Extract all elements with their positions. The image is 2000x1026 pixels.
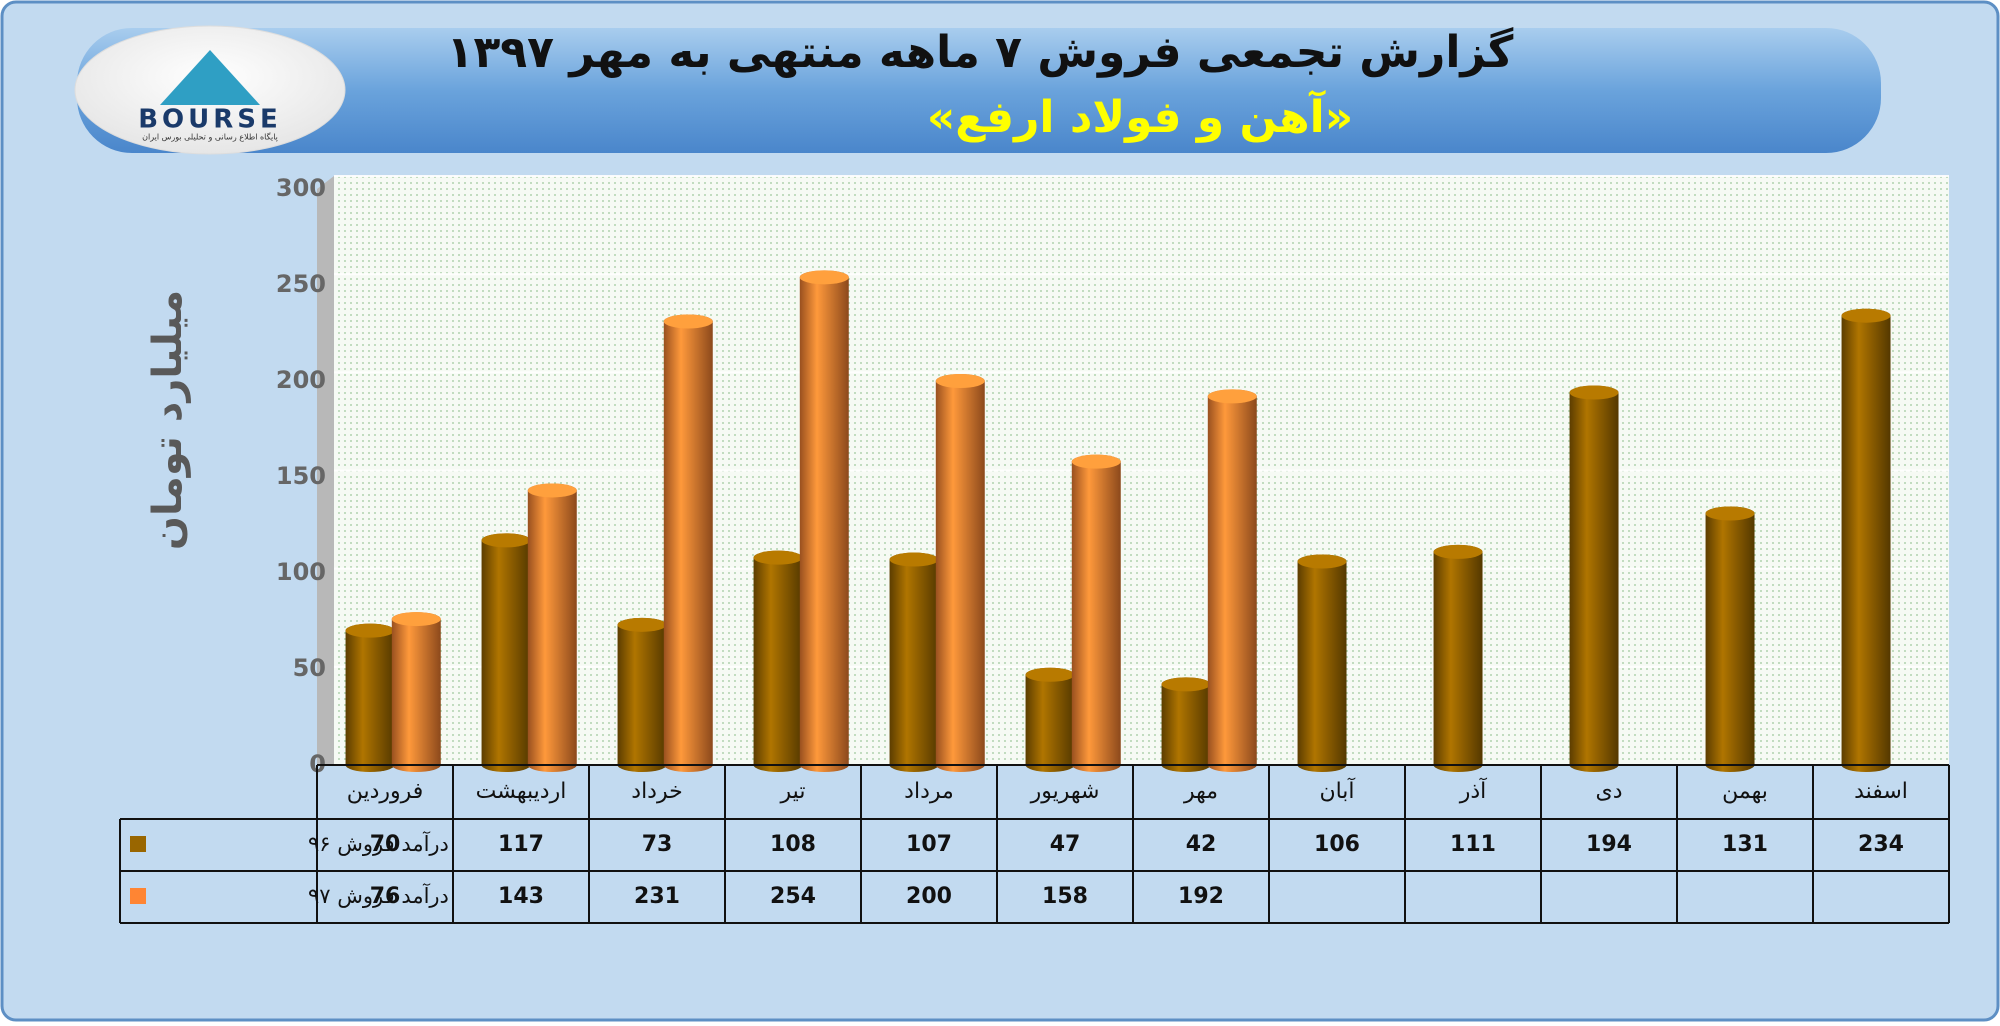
table-value: 234 <box>1858 832 1904 857</box>
y-tick-label: 150 <box>276 462 326 490</box>
bar <box>1841 308 1891 773</box>
logo-caption: پایگاه اطلاع رسانی و تحلیلی بورس ایران <box>142 132 278 142</box>
bar-cap <box>481 533 531 548</box>
table-value: 131 <box>1722 832 1768 857</box>
bar <box>1705 506 1755 773</box>
table-value: 231 <box>634 884 680 909</box>
x-tick-label: بهمن <box>1722 779 1768 804</box>
x-tick-label: خرداد <box>631 779 682 804</box>
bar-cap <box>345 623 395 638</box>
bar <box>1025 667 1075 772</box>
bar-cap <box>1569 385 1619 400</box>
bar-cap <box>1025 667 1075 682</box>
logo-name: BOURSE <box>138 105 282 135</box>
bar <box>1433 544 1483 772</box>
header-band <box>77 28 1881 153</box>
table-value: 111 <box>1450 832 1496 857</box>
bar <box>1297 554 1347 773</box>
bar <box>663 314 713 772</box>
x-tick-label: دی <box>1595 779 1622 804</box>
x-tick-label: تیر <box>780 779 806 804</box>
bar <box>527 483 577 772</box>
bar-cap <box>617 617 667 632</box>
legend-swatch <box>130 888 146 904</box>
x-tick-label: آذر <box>1459 777 1487 804</box>
y-tick-label: 250 <box>276 270 326 298</box>
bar-cap <box>935 374 985 388</box>
legend-swatch <box>130 836 146 852</box>
y-tick-label: 200 <box>276 366 326 394</box>
bar-cap <box>1705 506 1755 521</box>
table-value: 47 <box>1050 832 1081 857</box>
logo-icon <box>160 50 260 105</box>
x-tick-label: مرداد <box>904 779 954 804</box>
bar <box>1207 389 1257 773</box>
bar <box>935 374 985 772</box>
bar-cap <box>1071 454 1121 469</box>
legend-label: درآمد فروش ۹۷ <box>308 883 449 908</box>
table-value: 194 <box>1586 832 1632 857</box>
table-value: 192 <box>1178 884 1224 909</box>
bar <box>799 270 849 772</box>
bar <box>345 623 395 772</box>
table-value: 200 <box>906 884 952 909</box>
table-value: 108 <box>770 832 816 857</box>
chart-subtitle: «آهن و فولاد ارفع» <box>927 89 1353 143</box>
x-tick-label: شهریور <box>1030 779 1100 804</box>
bar-cap <box>753 550 803 565</box>
bar-cap <box>663 314 713 329</box>
table-value: 158 <box>1042 884 1088 909</box>
table-value: 117 <box>498 832 544 857</box>
bar <box>391 612 441 772</box>
bar-cap <box>1841 308 1891 323</box>
y-tick-label: 100 <box>276 558 326 586</box>
bar-cap <box>1207 389 1257 404</box>
bar <box>1071 454 1121 772</box>
x-tick-label: اسفند <box>1854 779 1908 804</box>
table-value: 107 <box>906 832 952 857</box>
table-value: 73 <box>642 832 673 857</box>
table-value: 42 <box>1186 832 1217 857</box>
x-tick-label: فروردین <box>347 779 424 804</box>
bar-cap <box>391 612 441 627</box>
bar <box>617 617 667 772</box>
table-value: 70 <box>370 832 401 857</box>
bar-cap <box>1433 544 1483 559</box>
chart-title: گزارش تجمعی فروش ۷ ماهه منتهی به مهر ۱۳۹… <box>447 26 1514 78</box>
table-value: 254 <box>770 884 816 909</box>
bar <box>1161 677 1211 773</box>
y-axis-label: میلیارد تومان <box>145 290 191 550</box>
bar <box>753 550 803 772</box>
bar <box>481 533 531 772</box>
plot-wall <box>317 176 334 765</box>
x-tick-label: مهر <box>1183 779 1218 804</box>
x-tick-label: آبان <box>1319 777 1355 804</box>
y-tick-label: 300 <box>276 174 326 202</box>
y-tick-label: 50 <box>293 654 326 682</box>
bar <box>889 552 939 772</box>
bar-cap <box>889 552 939 567</box>
bar-cap <box>527 483 577 498</box>
bar-cap <box>799 270 849 285</box>
table-value: 76 <box>370 884 401 909</box>
bar-cap <box>1297 554 1347 569</box>
legend-label: درآمد فروش ۹۶ <box>308 831 449 856</box>
x-tick-label: اردیبهشت <box>476 779 567 804</box>
table-value: 106 <box>1314 832 1360 857</box>
bar <box>1569 385 1619 772</box>
table-value: 143 <box>498 884 544 909</box>
bar-cap <box>1161 677 1211 692</box>
